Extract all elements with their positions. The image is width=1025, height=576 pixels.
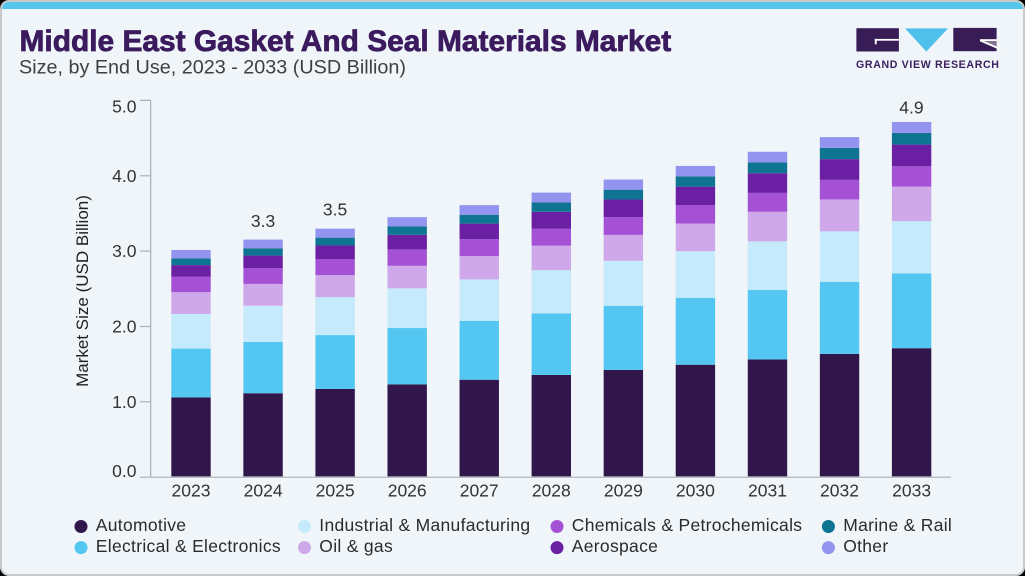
svg-text:Chemicals & Petrochemicals: Chemicals & Petrochemicals: [572, 515, 803, 535]
svg-text:3.3: 3.3: [251, 211, 275, 231]
svg-text:Marine & Rail: Marine & Rail: [843, 515, 952, 535]
svg-text:0.0: 0.0: [112, 461, 137, 481]
svg-text:2024: 2024: [244, 481, 283, 501]
svg-text:2032: 2032: [820, 481, 859, 501]
svg-text:2028: 2028: [532, 481, 571, 501]
svg-text:2.0: 2.0: [112, 317, 137, 337]
svg-text:2029: 2029: [604, 481, 643, 501]
svg-text:Market Size (USD Billion): Market Size (USD Billion): [73, 195, 92, 387]
svg-text:2027: 2027: [460, 481, 499, 501]
svg-text:4.9: 4.9: [899, 98, 923, 118]
svg-text:1.0: 1.0: [112, 392, 137, 412]
svg-text:2033: 2033: [892, 481, 931, 501]
svg-text:2026: 2026: [388, 481, 427, 501]
svg-text:2023: 2023: [172, 481, 211, 501]
svg-text:3.5: 3.5: [323, 200, 347, 220]
svg-text:Size, by End Use, 2023 - 2033: Size, by End Use, 2023 - 2033 (USD Billi…: [19, 57, 406, 79]
svg-text:Oil & gas: Oil & gas: [319, 536, 393, 556]
svg-text:Aerospace: Aerospace: [572, 536, 658, 556]
svg-text:2025: 2025: [316, 481, 355, 501]
svg-text:Electrical & Electronics: Electrical & Electronics: [96, 536, 281, 556]
svg-text:2031: 2031: [748, 481, 787, 501]
svg-text:Middle East Gasket And Seal Ma: Middle East Gasket And Seal Materials Ma…: [20, 25, 672, 58]
svg-text:GRAND VIEW RESEARCH: GRAND VIEW RESEARCH: [856, 59, 1000, 71]
svg-text:Automotive: Automotive: [96, 515, 187, 535]
svg-text:2030: 2030: [676, 481, 715, 501]
svg-text:Other: Other: [843, 536, 888, 556]
svg-text:4.0: 4.0: [112, 166, 137, 186]
svg-text:3.0: 3.0: [112, 241, 137, 261]
svg-text:5.0: 5.0: [112, 97, 137, 117]
svg-text:Industrial & Manufacturing: Industrial & Manufacturing: [319, 515, 530, 535]
